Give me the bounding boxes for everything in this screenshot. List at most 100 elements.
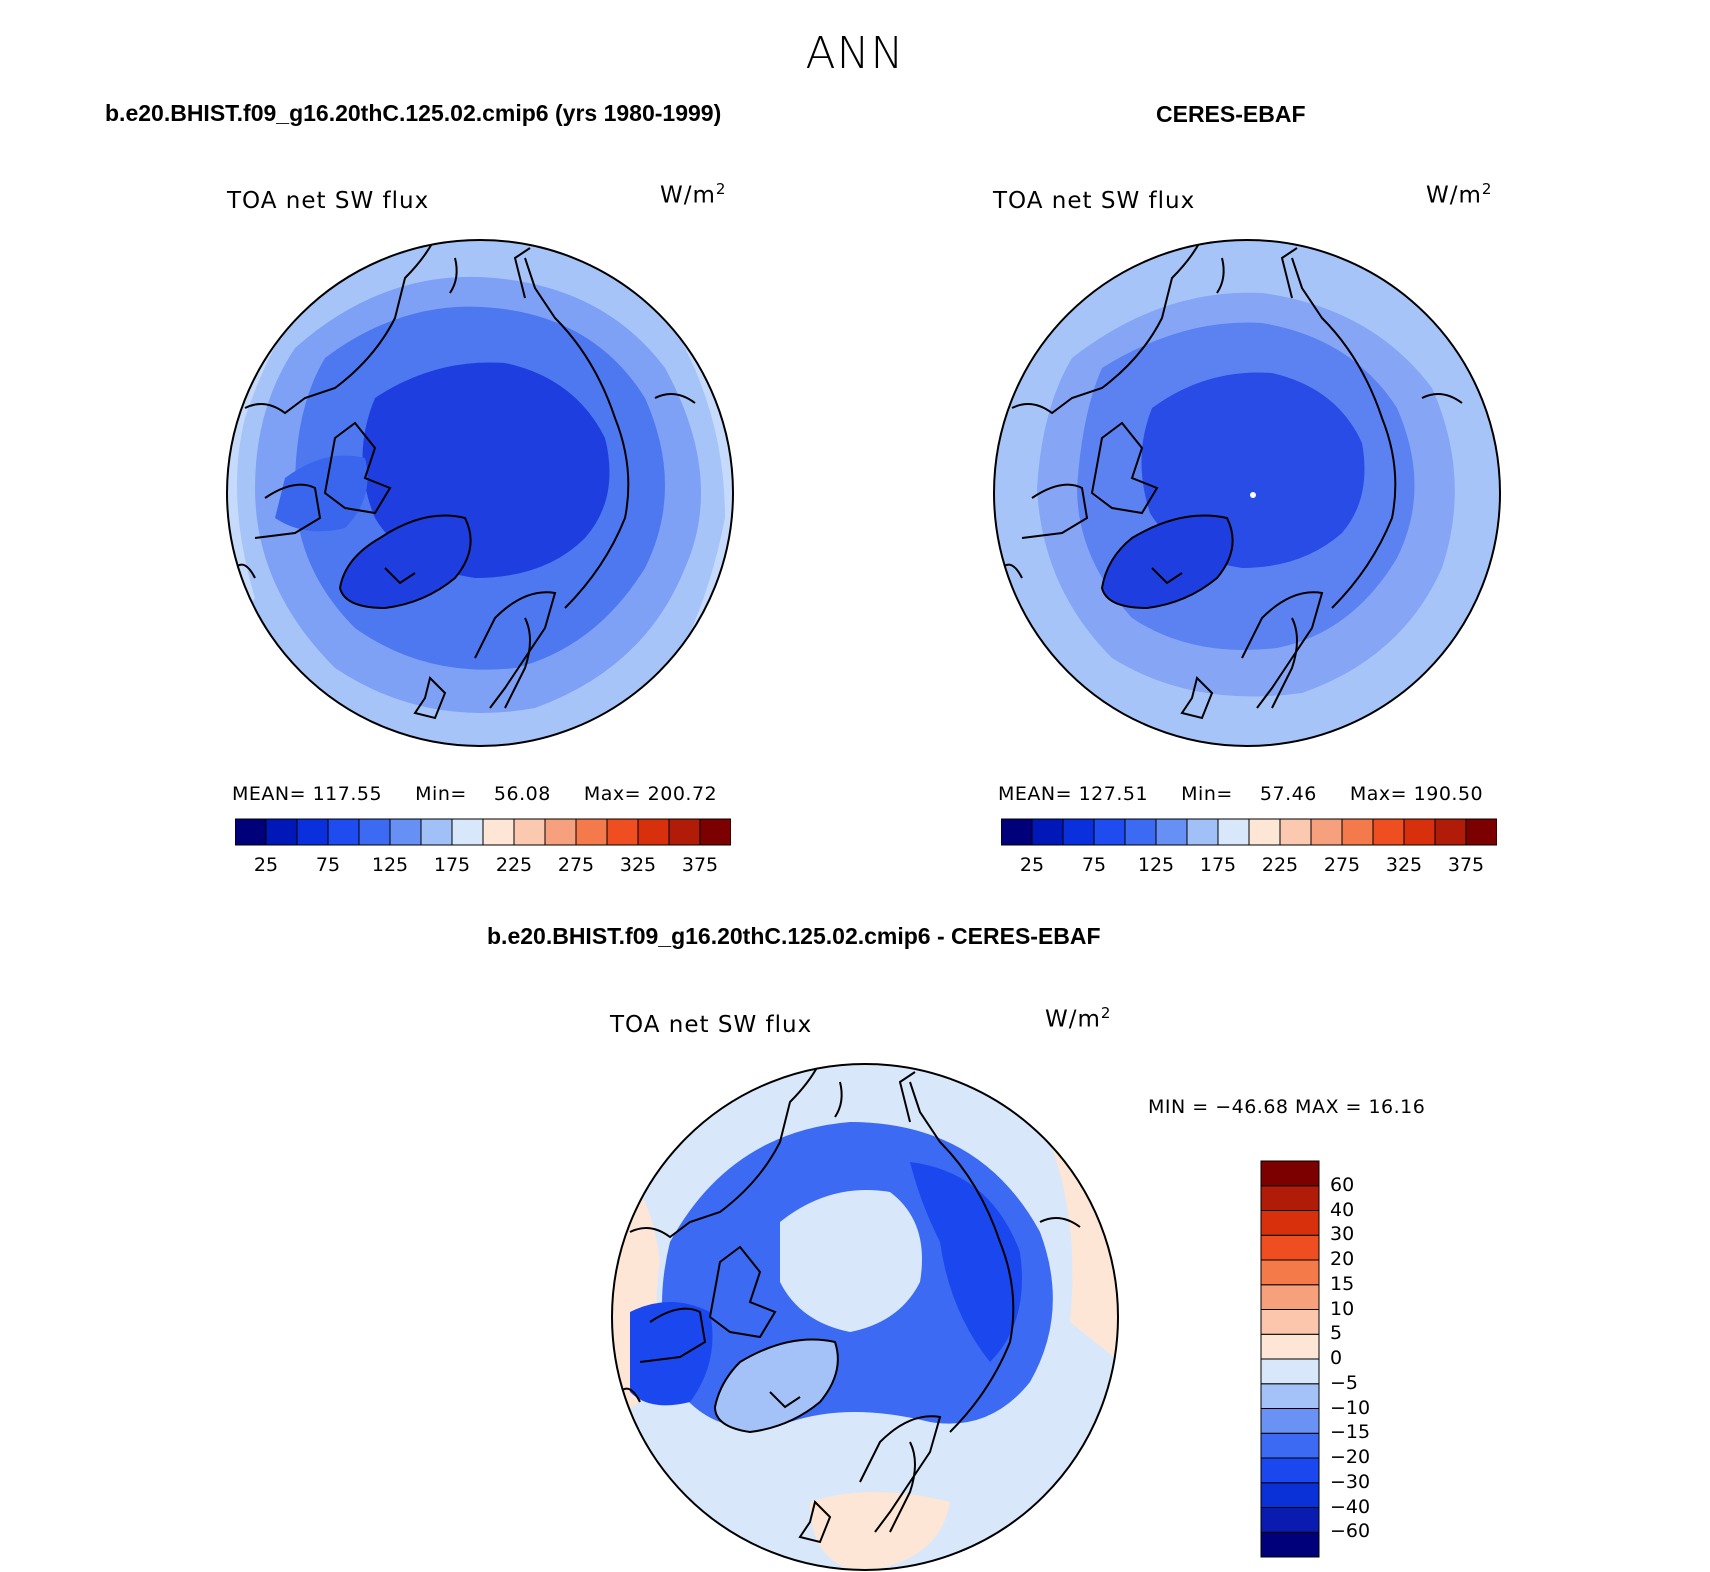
obs-pole-hole xyxy=(1250,492,1256,498)
diff-colorbar-swatch xyxy=(1260,1432,1320,1459)
model-colorbar-tick-label: 375 xyxy=(681,854,719,876)
diff-variable-label: TOA net SW flux xyxy=(610,1012,813,1038)
model-colorbar-tick-label: 275 xyxy=(557,854,595,876)
obs-colorbar-tick-label: 325 xyxy=(1385,854,1423,876)
obs-colorbar-swatch xyxy=(1001,818,1033,846)
model-colorbar-swatch xyxy=(575,818,608,846)
model-colorbar-tick-label: 125 xyxy=(371,854,409,876)
model-colorbar-swatch xyxy=(668,818,701,846)
obs-max-value: 190.50 xyxy=(1413,783,1484,805)
obs-colorbar-tick-label: 25 xyxy=(1019,854,1045,876)
model-colorbar-swatch xyxy=(235,818,267,846)
obs-colorbar-swatch xyxy=(1093,818,1126,846)
diff-panel-title: b.e20.BHIST.f09_g16.20thC.125.02.cmip6 -… xyxy=(487,923,1101,949)
diff-greenland-weak xyxy=(715,1339,838,1432)
diff-colorbar-tick-label: −40 xyxy=(1330,1495,1371,1518)
obs-colorbar-tick-label: 225 xyxy=(1261,854,1299,876)
diff-near-zero-arctic xyxy=(780,1190,922,1332)
diff-units-label: W/m2 xyxy=(1045,1004,1112,1033)
model-colorbar-swatch xyxy=(265,818,298,846)
diff-colorbar-tick-label: −10 xyxy=(1330,1396,1371,1419)
diff-positive-south xyxy=(810,1492,950,1570)
obs-colorbar-swatch xyxy=(1434,818,1467,846)
diff-colorbar-tick-label: −5 xyxy=(1330,1371,1359,1394)
model-colorbar-tick-label: 75 xyxy=(315,854,341,876)
obs-variable-label: TOA net SW flux xyxy=(993,188,1196,214)
model-min-label: Min= xyxy=(415,783,467,805)
obs-stats-line: MEAN= 127.51 Min= 57.46 Max= 190.50 xyxy=(998,783,1483,805)
obs-colorbar-swatch xyxy=(1279,818,1312,846)
model-colorbar-tick-label: 25 xyxy=(253,854,279,876)
model-colorbar-ticks: 25 75 125 175 225 275 325 375 xyxy=(235,854,731,878)
model-colorbar-swatch xyxy=(699,818,731,846)
model-colorbar-swatch xyxy=(513,818,546,846)
diff-polar-map xyxy=(611,1063,1119,1571)
obs-colorbar-swatch xyxy=(1310,818,1343,846)
obs-colorbar-tick-label: 125 xyxy=(1137,854,1175,876)
model-colorbar-swatch xyxy=(544,818,577,846)
obs-mean-label: MEAN= xyxy=(998,783,1073,805)
obs-colorbar-swatch xyxy=(1031,818,1064,846)
model-min-value: 56.08 xyxy=(493,783,551,805)
diff-colorbar-swatch xyxy=(1260,1210,1320,1236)
obs-coastlines xyxy=(1001,240,1463,720)
obs-colorbar-ticks: 25 75 125 175 225 275 325 375 xyxy=(1001,854,1497,878)
obs-colorbar-swatch xyxy=(1372,818,1405,846)
obs-colorbar-swatch xyxy=(1062,818,1095,846)
diff-colorbar-swatch xyxy=(1260,1309,1320,1335)
model-colorbar-swatch xyxy=(389,818,422,846)
diff-colorbar-swatch xyxy=(1260,1408,1320,1434)
model-colorbar-swatch xyxy=(606,818,639,846)
model-colorbar-swatch xyxy=(420,818,453,846)
diff-colorbar-tick-label: −20 xyxy=(1330,1446,1371,1468)
model-colorbar-swatch xyxy=(296,818,329,846)
model-colorbar-tick-label: 325 xyxy=(619,854,657,876)
diff-colorbar-swatch xyxy=(1260,1531,1320,1558)
diff-colorbar-swatch xyxy=(1260,1333,1320,1360)
obs-colorbar xyxy=(1001,818,1497,846)
model-units-label: W/m2 xyxy=(660,180,727,209)
obs-colorbar-tick-label: 275 xyxy=(1323,854,1361,876)
diff-colorbar-tick-label: 10 xyxy=(1330,1297,1355,1320)
model-canadian-archipelago xyxy=(275,455,368,532)
figure-title: ANN xyxy=(805,28,905,79)
diff-colorbar-tick-label: −30 xyxy=(1330,1470,1371,1493)
model-colorbar-swatch xyxy=(327,818,360,846)
obs-colorbar-tick-label: 75 xyxy=(1081,854,1107,876)
diff-colorbar-tick-label: −15 xyxy=(1330,1421,1371,1444)
diff-colorbar-swatch xyxy=(1260,1234,1320,1261)
model-stats-line: MEAN= 117.55 Min= 56.08 Max= 200.72 xyxy=(232,783,717,805)
model-mean-label: MEAN= xyxy=(232,783,307,805)
model-panel-title: b.e20.BHIST.f09_g16.20thC.125.02.cmip6 (… xyxy=(105,100,722,126)
obs-colorbar-swatch xyxy=(1248,818,1281,846)
obs-mean-value: 127.51 xyxy=(1078,783,1149,805)
diff-colorbar-swatch xyxy=(1260,1185,1320,1211)
model-colorbar xyxy=(235,818,731,846)
diff-colorbar-tick-label: 5 xyxy=(1330,1322,1343,1345)
obs-units-label: W/m2 xyxy=(1426,180,1493,209)
diff-colorbar-ticks: 60 40 30 20 15 10 5 0 −5 −10 −15 −20 −30 −40 −60 xyxy=(1330,1160,1400,1560)
obs-colorbar-swatch xyxy=(1155,818,1188,846)
obs-polar-map xyxy=(993,239,1501,747)
diff-stats-line: MIN = −46.68 MAX = 16.16 xyxy=(1148,1096,1426,1118)
model-mean-value: 117.55 xyxy=(312,783,383,805)
diff-strong-negative-east xyxy=(910,1162,1022,1362)
model-max-label: Max= xyxy=(583,783,642,805)
diff-strong-negative-west xyxy=(630,1302,713,1406)
diff-colorbar-swatch xyxy=(1260,1383,1320,1409)
model-colorbar-swatch xyxy=(358,818,391,846)
obs-min-label: Min= xyxy=(1181,783,1233,805)
model-coastlines xyxy=(234,240,696,720)
model-polar-map xyxy=(226,239,734,747)
obs-colorbar-swatch xyxy=(1465,818,1497,846)
diff-colorbar-tick-label: 20 xyxy=(1330,1248,1355,1270)
model-greenland xyxy=(340,515,471,608)
obs-colorbar-swatch xyxy=(1186,818,1219,846)
diff-colorbar xyxy=(1260,1160,1320,1558)
obs-colorbar-swatch xyxy=(1217,818,1250,846)
model-colorbar-swatch xyxy=(451,818,484,846)
diff-colorbar-tick-label: −60 xyxy=(1330,1520,1371,1543)
diff-colorbar-tick-label: 40 xyxy=(1330,1198,1355,1221)
diff-colorbar-tick-label: 0 xyxy=(1330,1347,1343,1369)
obs-greenland xyxy=(1102,515,1233,608)
